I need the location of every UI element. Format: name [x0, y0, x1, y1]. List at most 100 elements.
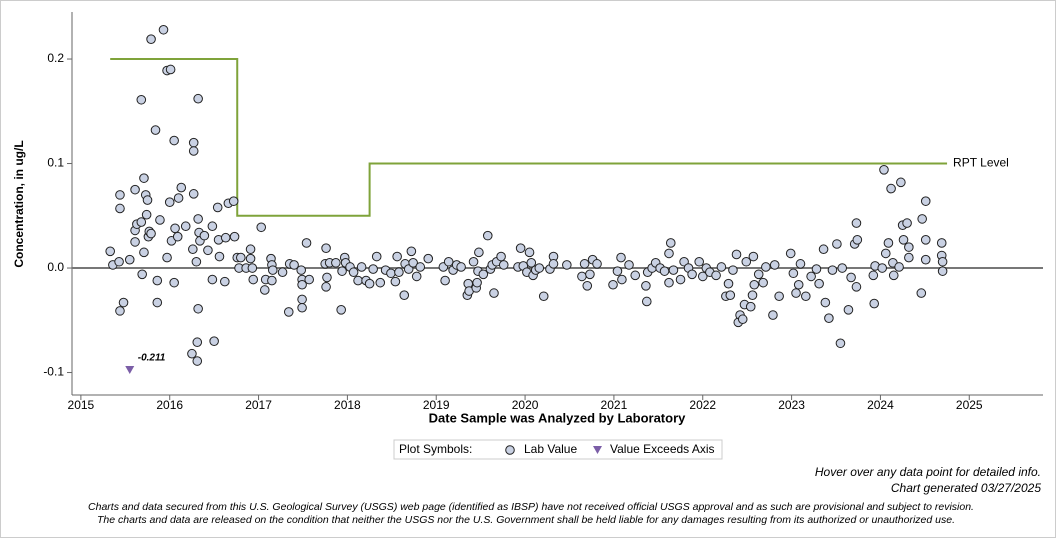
data-point: [169, 277, 179, 288]
data-point: [888, 270, 899, 281]
data-point: [665, 238, 676, 248]
exceed-marker: [125, 366, 135, 374]
data-point: [162, 252, 172, 263]
data-point: [267, 275, 277, 286]
data-point: [791, 288, 801, 298]
data-point: [524, 247, 535, 258]
data-point: [592, 259, 602, 269]
data-point: [748, 251, 759, 262]
data-point: [375, 277, 386, 288]
hover-note: Hover over any data point for detailed i…: [815, 465, 1041, 479]
data-point: [399, 290, 410, 301]
data-point: [489, 288, 499, 298]
data-point: [304, 274, 314, 285]
data-point: [440, 275, 450, 286]
data-point: [723, 278, 734, 289]
data-point: [146, 34, 156, 44]
data-point: [562, 260, 572, 270]
data-point: [582, 280, 593, 291]
data-point: [474, 247, 484, 258]
data-point: [687, 269, 697, 280]
data-point: [364, 278, 375, 289]
data-point: [880, 248, 891, 259]
reference-line: [110, 58, 948, 217]
data-point: [245, 253, 256, 264]
data-point: [801, 291, 811, 302]
data-point: [247, 263, 258, 273]
data-point: [297, 279, 307, 290]
data-point: [259, 285, 270, 295]
data-point: [297, 302, 307, 313]
data-point: [180, 221, 191, 232]
disclaimer: The charts and data are released on the …: [97, 514, 955, 526]
data-point: [114, 256, 124, 267]
data-point: [169, 135, 179, 146]
data-point: [814, 278, 824, 289]
data-point: [538, 291, 549, 302]
data-point: [835, 338, 846, 349]
data-point: [164, 197, 175, 207]
data-point: [902, 218, 912, 228]
y-tick-label: 0.1: [47, 156, 64, 170]
data-point: [139, 247, 149, 258]
data-point: [172, 231, 183, 242]
data-point: [203, 245, 213, 256]
data-point: [297, 294, 307, 305]
data-point: [130, 184, 140, 195]
data-point: [191, 256, 202, 267]
data-point: [675, 274, 686, 285]
data-point: [368, 264, 378, 274]
data-point: [579, 259, 590, 269]
data-point: [937, 266, 948, 276]
x-tick-label: 2022: [689, 398, 716, 412]
data-point: [152, 297, 163, 308]
data-point: [697, 271, 708, 282]
data-point: [256, 222, 267, 233]
data-point: [115, 190, 125, 200]
data-point: [728, 265, 738, 275]
data-point: [408, 258, 418, 268]
data-point: [585, 269, 595, 280]
data-point: [896, 177, 906, 188]
data-point: [188, 137, 199, 148]
data-point: [612, 266, 623, 276]
data-point: [245, 244, 256, 255]
data-point: [824, 313, 834, 323]
data-point: [356, 262, 367, 272]
data-point: [456, 262, 466, 272]
data-point: [139, 173, 149, 183]
data-point: [443, 256, 454, 267]
data-point: [526, 258, 537, 268]
data-point: [337, 266, 347, 276]
data-point: [207, 274, 218, 285]
data-point: [630, 270, 641, 281]
data-point: [534, 263, 545, 273]
data-point: [917, 214, 927, 224]
data-point: [741, 256, 752, 267]
data-point: [811, 264, 822, 274]
data-point: [664, 277, 674, 288]
x-tick-label: 2025: [956, 398, 983, 412]
data-point: [348, 267, 359, 278]
data-point: [694, 256, 704, 267]
data-point: [472, 277, 482, 288]
data-point: [758, 277, 768, 288]
data-point: [296, 265, 307, 275]
x-tick-label: 2021: [601, 398, 628, 412]
data-point: [188, 146, 199, 156]
data-point: [769, 260, 780, 270]
data-point: [664, 248, 674, 259]
data-point: [478, 269, 489, 280]
data-point: [158, 24, 169, 35]
data-point: [115, 203, 125, 214]
data-point: [937, 256, 948, 267]
data-point: [130, 237, 140, 247]
data-point: [482, 230, 493, 241]
data-point: [920, 235, 931, 245]
data-point: [851, 218, 862, 228]
data-point: [187, 348, 197, 359]
y-tick-label: 0.0: [47, 260, 64, 274]
data-point: [659, 266, 670, 276]
x-tick-label: 2018: [334, 398, 361, 412]
